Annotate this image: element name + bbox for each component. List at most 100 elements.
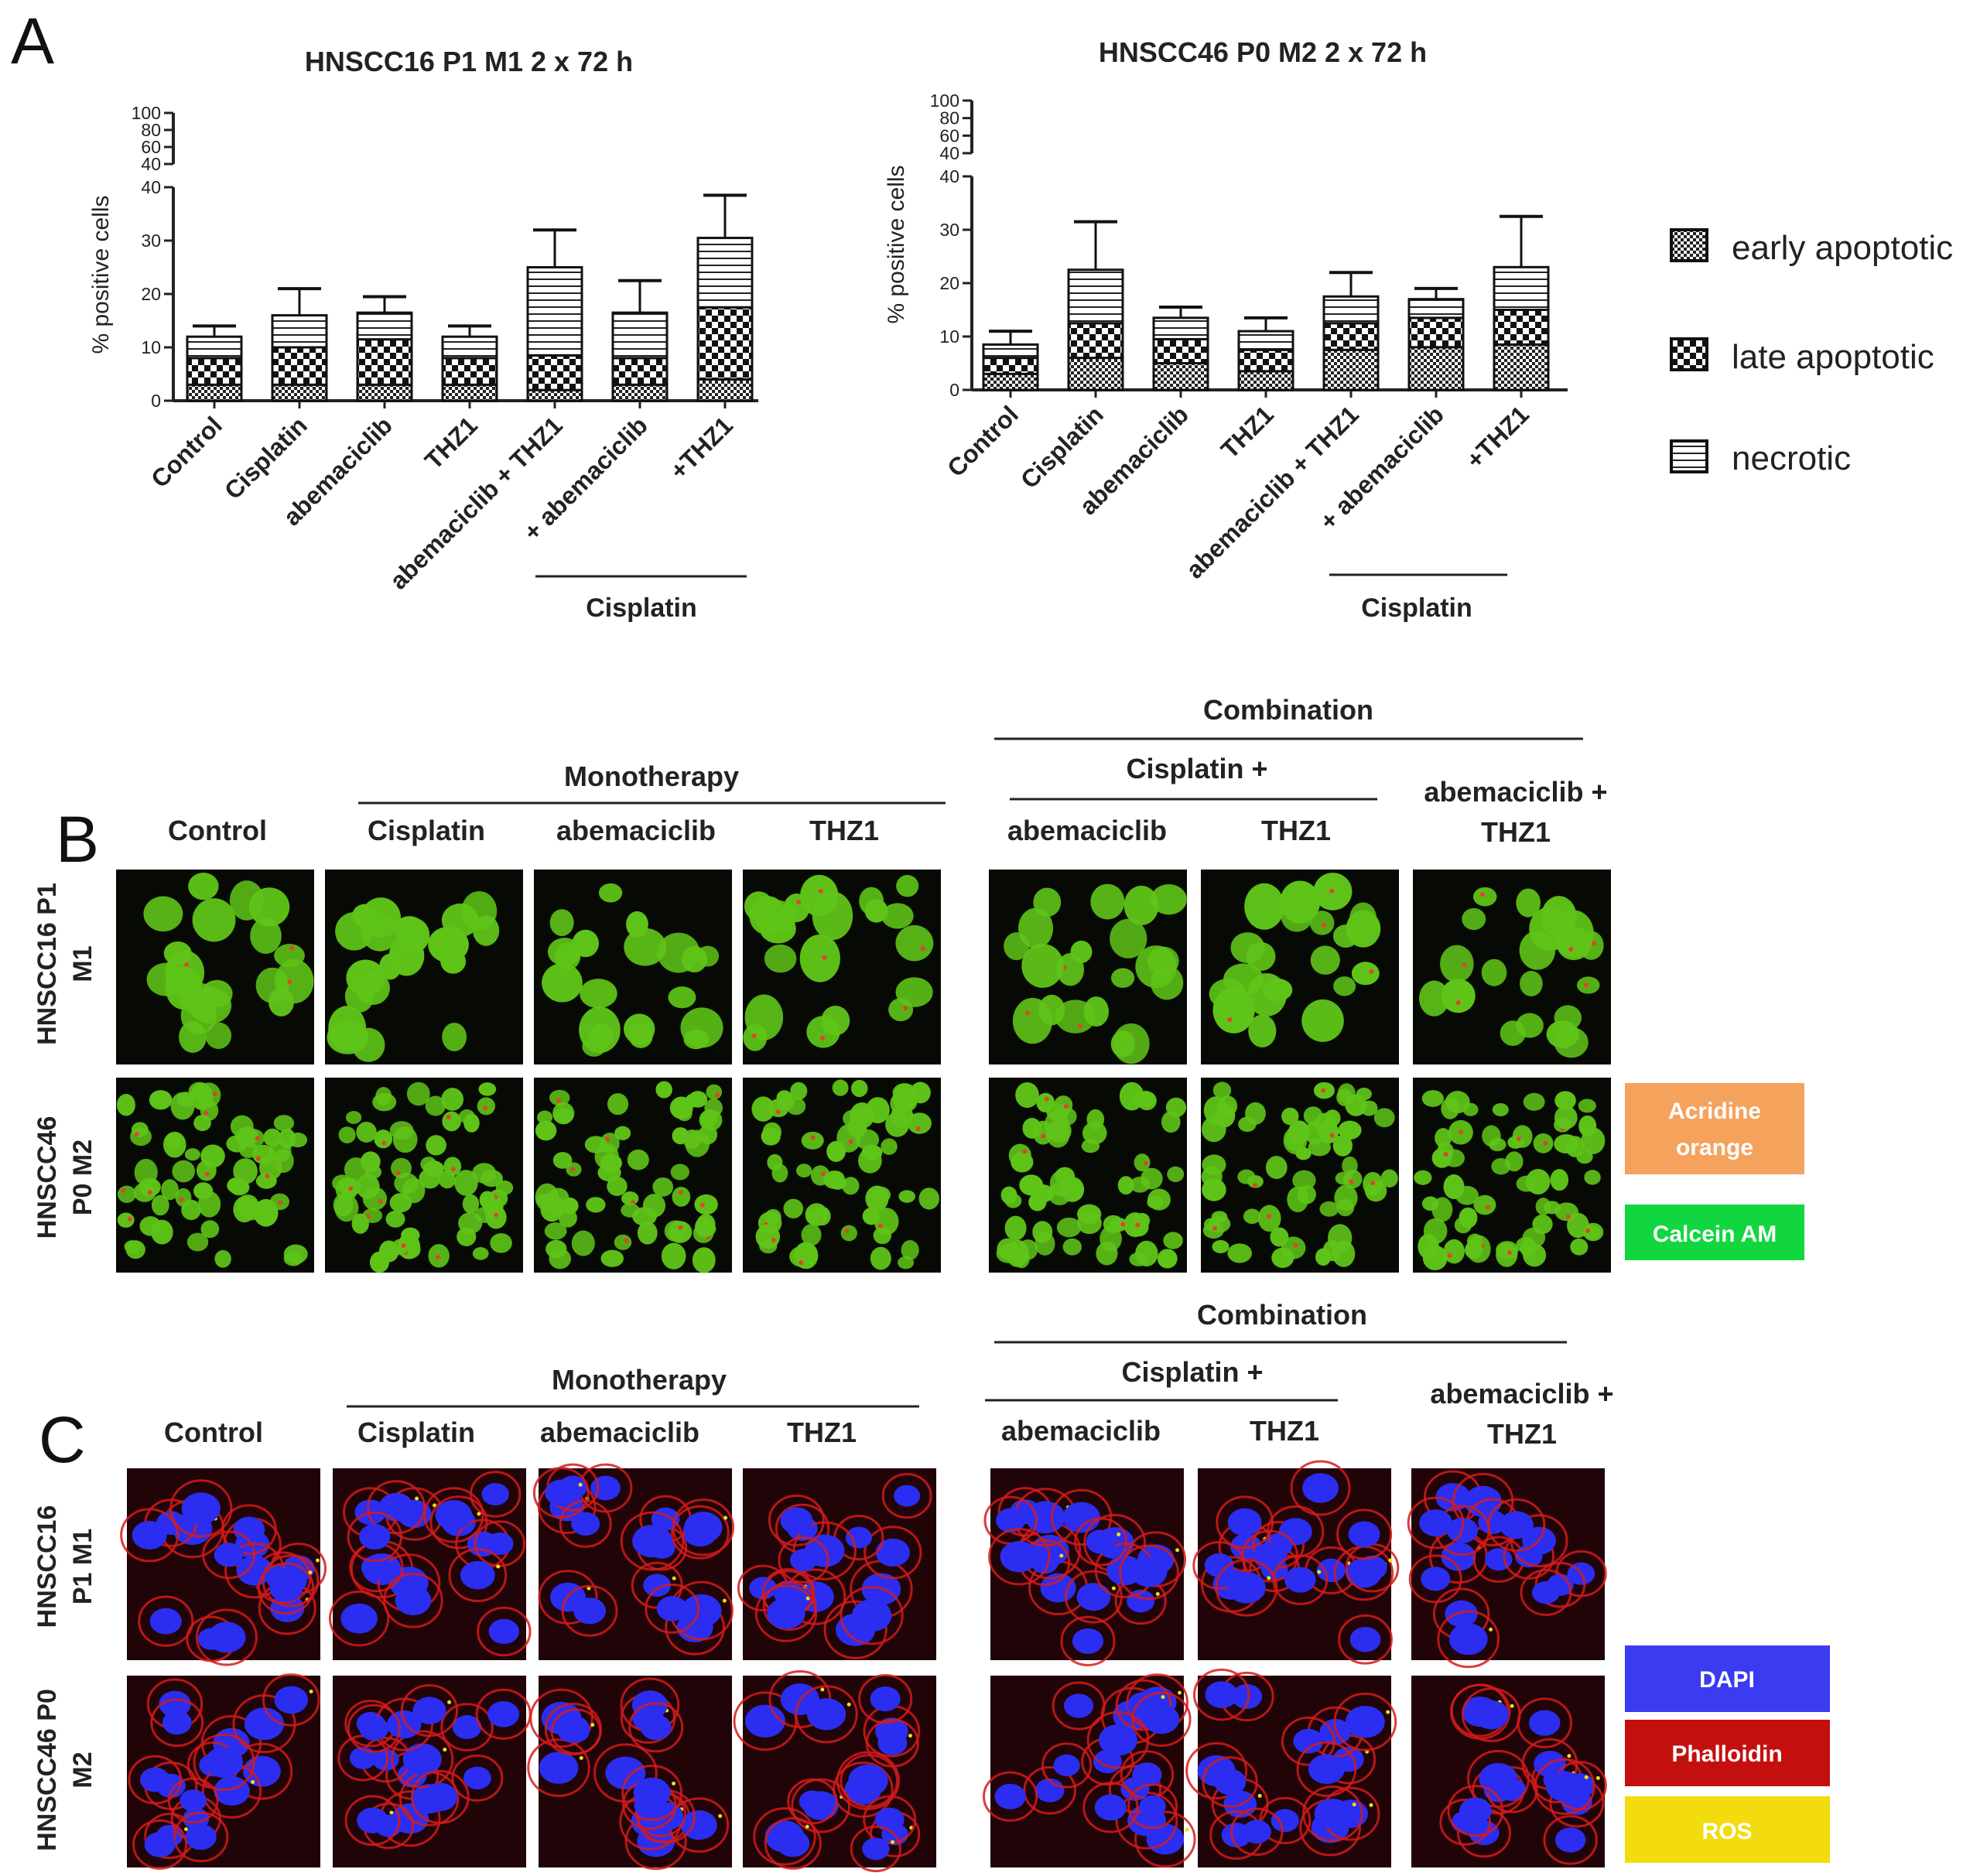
cell: [422, 1160, 444, 1177]
nucleus: [1040, 1573, 1076, 1603]
cell: [117, 1212, 135, 1228]
cell: [1212, 1082, 1232, 1099]
bar-late-apoptotic: [611, 357, 669, 386]
panel-c-letter: C: [39, 1403, 86, 1476]
cell: [1018, 907, 1054, 949]
ros-spot: [846, 1702, 851, 1707]
ros-spot: [316, 1558, 320, 1563]
cell: [907, 1112, 932, 1134]
cell: [866, 1097, 890, 1124]
cell-membrane: [1296, 1741, 1357, 1797]
y-tick-label: 40: [141, 177, 161, 197]
cell: [688, 1091, 708, 1108]
red-dot: [287, 979, 292, 985]
nucleus: [1419, 1509, 1452, 1537]
cell: [1554, 1105, 1578, 1129]
b-col-cis-thz1: THZ1: [1261, 815, 1331, 846]
cell: [1414, 1170, 1432, 1185]
cell: [881, 1138, 898, 1155]
cell: [406, 1082, 430, 1106]
bar-necrotic: [982, 343, 1039, 360]
nucleus: [545, 1479, 578, 1506]
nucleus: [1528, 1710, 1561, 1736]
cell: [850, 1079, 868, 1098]
cell-membrane: [768, 1494, 825, 1546]
cell-membrane: [429, 1495, 488, 1550]
red-dot: [605, 1136, 610, 1142]
nucleus: [1076, 1583, 1111, 1611]
cell-membrane: [1336, 1509, 1393, 1560]
cell: [1247, 972, 1287, 1017]
nucleus: [422, 1782, 458, 1812]
ros-spot: [1155, 1592, 1160, 1597]
y-tick-label: 100: [132, 103, 161, 123]
y-tick-label: 10: [939, 326, 959, 347]
cell-membrane: [1447, 1785, 1504, 1837]
cell-membrane: [169, 1479, 233, 1538]
nucleus: [1479, 1762, 1518, 1795]
nucleus: [435, 1500, 472, 1530]
cell-membrane: [195, 1608, 258, 1666]
nucleus: [1293, 1728, 1324, 1754]
cell: [1554, 1027, 1589, 1058]
nucleus: [207, 1621, 246, 1653]
cell-membrane: [1119, 1544, 1179, 1601]
cell-membrane: [257, 1562, 315, 1615]
cell: [283, 1244, 308, 1264]
cell: [1373, 1108, 1395, 1128]
red-dot: [255, 1156, 261, 1161]
nucleus: [1204, 1553, 1234, 1577]
cell: [149, 1090, 173, 1110]
red-dot: [401, 1243, 406, 1249]
x-tick-label: abemaciclib + THZ1: [385, 411, 568, 594]
red-dot: [920, 945, 925, 951]
red-dot: [255, 1136, 260, 1141]
cell-membrane: [1127, 1783, 1178, 1830]
ros-spot: [579, 1755, 583, 1760]
nucleus: [1357, 1555, 1387, 1580]
cell-membrane: [1023, 1766, 1077, 1815]
red-dot: [1543, 1140, 1548, 1146]
cell-membrane: [1082, 1782, 1139, 1833]
cell: [438, 1170, 457, 1189]
c-col-cis-thz1: THZ1: [1250, 1415, 1319, 1447]
cell-membrane: [864, 1526, 922, 1580]
cell: [1271, 1247, 1294, 1268]
cell-membrane: [347, 1511, 402, 1563]
cell: [891, 1104, 914, 1129]
chart2-group-label: Cisplatin: [1361, 593, 1472, 623]
nucleus: [357, 1807, 388, 1833]
chart1-y-axis-label: % positive cells: [88, 195, 114, 354]
cell: [275, 959, 314, 1004]
cell: [1336, 1198, 1355, 1217]
cell: [1055, 1000, 1096, 1034]
y-tick-label: 100: [930, 91, 959, 111]
nucleus: [632, 1524, 672, 1558]
red-dot: [1143, 1160, 1148, 1166]
cell: [1301, 999, 1344, 1042]
b-combination-label: Combination: [1203, 694, 1373, 726]
cell: [425, 1095, 446, 1116]
cell-membrane: [858, 1674, 913, 1724]
y-tick-label: 40: [141, 154, 161, 174]
nucleus: [656, 1596, 688, 1621]
x-tick-label: Control: [145, 411, 227, 493]
nucleus: [1345, 1705, 1385, 1738]
b-key-calcein-am: [1625, 1205, 1804, 1260]
cell: [117, 1185, 136, 1203]
bar-late-apoptotic: [1407, 316, 1465, 349]
cell: [796, 1164, 812, 1178]
cell: [1505, 1151, 1524, 1172]
cell-membrane: [347, 1703, 401, 1753]
bar-early-apoptotic: [1493, 343, 1550, 391]
cell: [1441, 979, 1476, 1013]
red-dot: [1486, 1205, 1491, 1210]
nucleus: [1231, 1683, 1263, 1710]
cell: [1418, 980, 1450, 1017]
b-key-acridine-orange: [1625, 1083, 1804, 1174]
nucleus: [139, 1767, 170, 1792]
cell: [1443, 1174, 1465, 1200]
red-dot: [1252, 1183, 1257, 1188]
cell: [761, 1127, 781, 1146]
cell: [898, 1256, 915, 1269]
